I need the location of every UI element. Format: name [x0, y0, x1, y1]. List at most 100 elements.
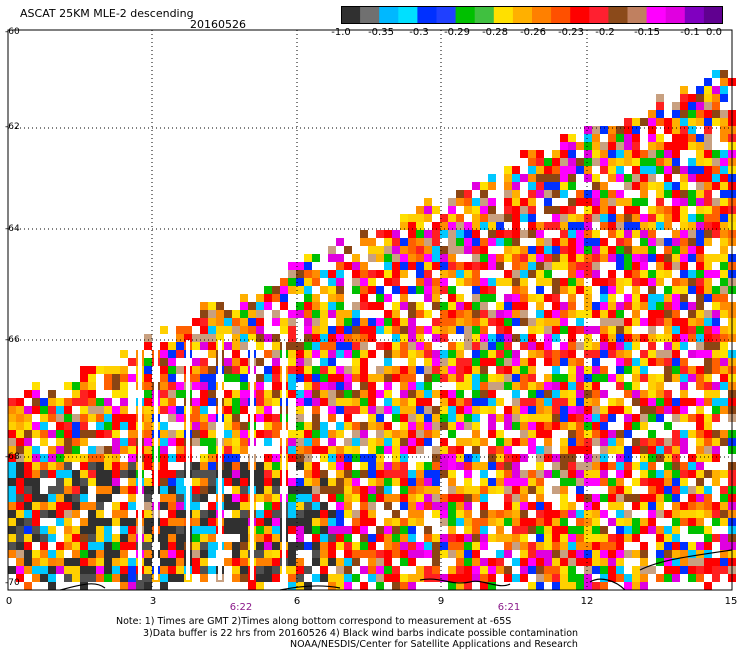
swath-pixel: [656, 502, 664, 510]
swath-pixel: [448, 478, 456, 486]
swath-pixel: [304, 294, 312, 302]
swath-pixel: [32, 478, 40, 486]
swath-pixel: [584, 294, 592, 302]
swath-pixel: [176, 390, 184, 398]
swath-pixel: [680, 230, 688, 238]
swath-pixel: [648, 278, 656, 286]
swath-pixel: [344, 438, 352, 446]
swath-pixel: [496, 310, 504, 318]
swath-pixel: [128, 478, 136, 486]
swath-pixel: [496, 342, 504, 350]
swath-pixel: [384, 462, 392, 470]
swath-pixel: [704, 206, 712, 214]
swath-pixel: [264, 470, 272, 478]
swath-pixel: [432, 286, 440, 294]
swath-pixel: [240, 358, 248, 366]
swath-pixel: [616, 238, 624, 246]
swath-pixel: [720, 246, 728, 254]
swath-pixel: [416, 518, 424, 526]
swath-pixel: [448, 470, 456, 478]
swath-pixel: [424, 278, 432, 286]
swath-pixel: [704, 446, 712, 454]
swath-pixel: [560, 254, 568, 262]
swath-pixel: [328, 430, 336, 438]
swath-pixel: [96, 470, 104, 478]
swath-pixel: [192, 366, 200, 374]
swath-pixel: [48, 462, 56, 470]
swath-pixel: [560, 470, 568, 478]
swath-pixel: [400, 422, 408, 430]
swath-pixel: [224, 374, 232, 382]
swath-pixel: [440, 246, 448, 254]
swath-pixel: [656, 454, 664, 462]
swath-pixel: [712, 518, 720, 526]
swath-pixel: [368, 486, 376, 494]
swath-pixel: [720, 398, 728, 406]
swath-pixel: [416, 406, 424, 414]
swath-pixel: [88, 382, 96, 390]
swath-pixel: [656, 478, 664, 486]
swath-pixel: [416, 502, 424, 510]
swath-pixel: [592, 438, 600, 446]
swath-pixel: [304, 462, 312, 470]
swath-pixel: [688, 566, 696, 574]
swath-pixel: [472, 494, 480, 502]
swath-pixel: [176, 558, 184, 566]
swath-pixel: [648, 334, 656, 342]
swath-pixel: [224, 462, 232, 470]
swath-pixel: [696, 502, 704, 510]
swath-pixel: [696, 238, 704, 246]
swath-pixel: [584, 398, 592, 406]
swath-pixel: [648, 462, 656, 470]
scatterometer-map: [7, 29, 736, 591]
swath-pixel: [592, 126, 600, 134]
swath-pixel: [664, 350, 672, 358]
swath-pixel: [272, 502, 280, 510]
color-swatch: [512, 6, 533, 24]
swath-pixel: [480, 190, 488, 198]
swath-pixel: [624, 294, 632, 302]
swath-pixel: [112, 574, 120, 582]
swath-pixel: [456, 550, 464, 558]
swath-pixel: [256, 510, 264, 518]
swath-pixel: [712, 294, 720, 302]
swath-pixel: [712, 302, 720, 310]
swath-pixel: [536, 542, 544, 550]
swath-pixel: [304, 262, 312, 270]
swath-pixel: [384, 438, 392, 446]
swath-pixel: [312, 270, 320, 278]
swath-pixel: [648, 158, 656, 166]
swath-pixel: [56, 486, 64, 494]
swath-pixel: [240, 550, 248, 558]
swath-pixel: [568, 542, 576, 550]
swath-pixel: [592, 510, 600, 518]
swath-pixel: [696, 102, 704, 110]
swath-pixel: [480, 182, 488, 190]
swath-pixel: [616, 342, 624, 350]
swath-pixel: [64, 414, 72, 422]
swath-pixel: [504, 190, 512, 198]
swath-pixel: [680, 302, 688, 310]
swath-pixel: [488, 254, 496, 262]
swath-pixel: [480, 286, 488, 294]
swath-pixel: [344, 342, 352, 350]
swath-pixel: [416, 342, 424, 350]
swath-pixel: [440, 254, 448, 262]
swath-pixel: [432, 550, 440, 558]
swath-pixel: [400, 318, 408, 326]
swath-pixel: [8, 430, 16, 438]
swath-pixel: [688, 158, 696, 166]
swath-pixel: [336, 574, 344, 582]
swath-pixel: [664, 534, 672, 542]
swath-pixel: [88, 374, 96, 382]
swath-pixel: [456, 382, 464, 390]
swath-pixel: [488, 182, 496, 190]
swath-pixel: [512, 318, 520, 326]
swath-pixel: [200, 454, 208, 462]
swath-pixel: [120, 406, 128, 414]
swath-pixel: [552, 238, 560, 246]
swath-pixel: [128, 422, 136, 430]
swath-pixel: [464, 414, 472, 422]
swath-pixel: [688, 118, 696, 126]
swath-pixel: [496, 478, 504, 486]
